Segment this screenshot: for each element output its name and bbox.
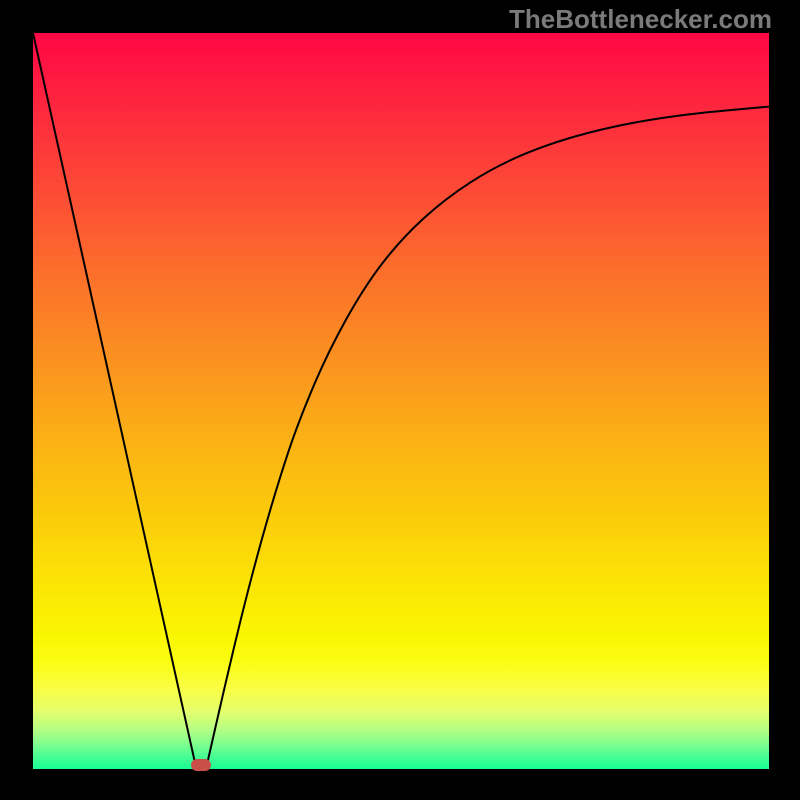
watermark-text: TheBottlenecker.com — [509, 4, 772, 35]
optimum-marker — [191, 759, 211, 771]
chart-frame: TheBottlenecker.com — [0, 0, 800, 800]
plot-area — [33, 33, 769, 769]
bottleneck-curve — [33, 33, 769, 769]
